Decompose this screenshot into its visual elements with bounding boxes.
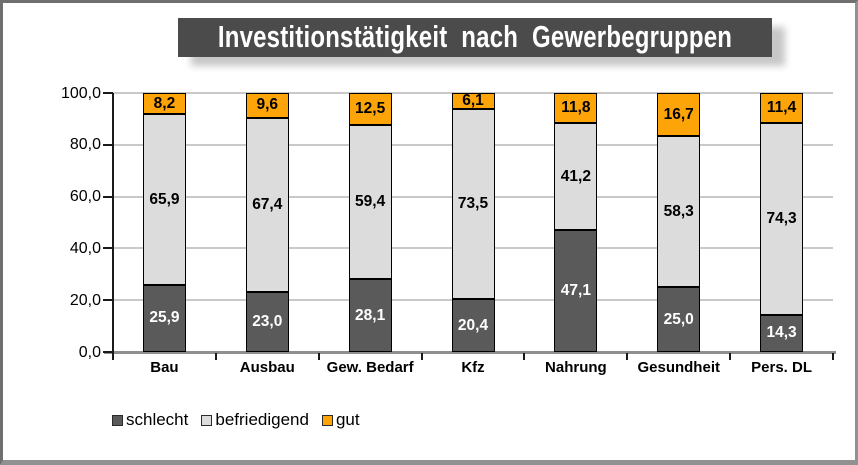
category-label: Kfz xyxy=(461,359,485,376)
bar-segment-gut: 8,2 xyxy=(142,93,186,115)
legend-label: schlecht xyxy=(126,410,189,429)
bar-segment-gut: 11,8 xyxy=(554,92,598,124)
bar-segment-gut: 9,6 xyxy=(245,93,289,118)
x-axis-tick-0 xyxy=(112,353,114,360)
bar-segment-schlecht: 28,1 xyxy=(348,279,392,352)
stacked-bar: 14,3 74,3 11,4 xyxy=(760,93,804,352)
plot-area: 25,9 65,9 8,2 23,0 67,4 9,6 28,1 59,4 12,5 20,4 73… xyxy=(103,92,836,360)
x-axis-tick-7 xyxy=(832,353,834,360)
bar-column-gew-bedarf: 28,1 59,4 12,5 xyxy=(319,93,422,352)
bar-column-bau: 25,9 65,9 8,2 xyxy=(113,93,216,352)
y-axis-tick-60 xyxy=(103,195,113,198)
bar-column-pers-dl: 14,3 74,3 11,4 xyxy=(730,93,833,352)
y-axis-tick-20 xyxy=(103,299,113,302)
y-axis-tick-label: 80,0 xyxy=(69,136,101,154)
stacked-bar: 47,1 41,2 11,8 xyxy=(554,92,598,352)
bar-column-kfz: 20,4 73,5 6,1 xyxy=(422,92,525,352)
stacked-bar: 28,1 59,4 12,5 xyxy=(348,93,392,352)
bar-segment-schlecht: 25,9 xyxy=(142,284,186,352)
bar-segment-befriedigend: 41,2 xyxy=(554,123,598,231)
x-axis-category-labels: Bau Ausbau Gew. Bedarf Kfz Nahrung Gesundheit… xyxy=(113,359,833,376)
legend-swatch-gut xyxy=(321,414,333,426)
legend-item-befriedigend: befriedigend xyxy=(201,410,309,430)
y-axis-tick-40 xyxy=(103,247,113,250)
y-axis-tick-80 xyxy=(103,143,113,146)
bar-segment-befriedigend: 74,3 xyxy=(760,122,804,315)
bar-segment-schlecht: 23,0 xyxy=(245,292,289,352)
bar-segment-gut: 16,7 xyxy=(657,93,701,137)
legend-item-schlecht: schlecht xyxy=(112,410,188,430)
x-axis-tick-2 xyxy=(317,353,320,360)
y-axis-tick-100 xyxy=(103,92,113,94)
x-axis-tick-5 xyxy=(626,353,629,360)
y-axis-tick-label: 40,0 xyxy=(69,239,101,257)
bar-segment-befriedigend: 65,9 xyxy=(142,114,186,285)
y-axis-tick-0 xyxy=(103,351,113,353)
stacked-bar: 25,0 58,3 16,7 xyxy=(657,93,701,352)
bar-segment-schlecht: 25,0 xyxy=(657,287,701,352)
bar-segment-gut: 6,1 xyxy=(451,92,495,109)
stacked-bar: 25,9 65,9 8,2 xyxy=(142,93,186,352)
bar-segment-schlecht: 14,3 xyxy=(760,314,804,352)
category-label: Ausbau xyxy=(239,359,295,376)
x-axis-tick-4 xyxy=(523,353,526,360)
stacked-bar: 20,4 73,5 6,1 xyxy=(451,92,495,352)
bar-segment-gut: 12,5 xyxy=(348,93,392,126)
chart-title: Investitionstätigkeit nach Gewerbegruppe… xyxy=(217,19,733,55)
category-label: Gesundheit xyxy=(637,359,720,376)
y-axis-tick-label: 100,0 xyxy=(60,84,101,102)
bar-segment-befriedigend: 58,3 xyxy=(657,136,701,288)
legend-label: befriedigend xyxy=(215,410,309,429)
legend-swatch-schlecht xyxy=(112,414,123,426)
bar-segment-gut: 11,4 xyxy=(760,93,804,123)
bar-column-ausbau: 23,0 67,4 9,6 xyxy=(216,93,319,352)
legend-item-gut: gut xyxy=(321,410,360,430)
x-axis-tick-6 xyxy=(729,353,732,360)
y-axis-labels: 0,0 20,0 40,0 60,0 80,0 100,0 xyxy=(23,85,101,361)
bar-segment-schlecht: 20,4 xyxy=(451,299,495,352)
bar-segment-befriedigend: 73,5 xyxy=(451,108,495,300)
y-axis-tick-label: 0,0 xyxy=(78,343,101,361)
legend-label: gut xyxy=(335,410,360,429)
bar-segment-schlecht: 47,1 xyxy=(554,230,598,352)
category-label: Gew. Bedarf xyxy=(326,359,414,376)
legend: schlecht befriedigend gut xyxy=(112,410,360,430)
category-label: Nahrung xyxy=(545,359,607,376)
y-axis-line xyxy=(112,93,114,359)
x-axis-tick-1 xyxy=(214,353,217,360)
bar-segment-befriedigend: 67,4 xyxy=(245,117,289,293)
legend-swatch-befriedigend xyxy=(201,414,213,426)
chart-title-box: Investitionstätigkeit nach Gewerbegruppe… xyxy=(178,18,772,57)
y-axis-tick-label: 60,0 xyxy=(69,188,101,206)
bar-segment-befriedigend: 59,4 xyxy=(348,125,392,280)
category-label: Pers. DL xyxy=(751,359,813,376)
bar-column-nahrung: 47,1 41,2 11,8 xyxy=(524,92,627,352)
columns: 25,9 65,9 8,2 23,0 67,4 9,6 28,1 59,4 12,5 20,4 73… xyxy=(113,92,833,352)
category-label: Bau xyxy=(150,359,179,376)
stacked-bar: 23,0 67,4 9,6 xyxy=(245,93,289,352)
x-axis-tick-3 xyxy=(420,353,423,360)
bar-column-gesundheit: 25,0 58,3 16,7 xyxy=(627,93,730,352)
gridline-100 xyxy=(113,92,833,94)
x-axis-line xyxy=(104,351,836,354)
y-axis-tick-label: 20,0 xyxy=(69,291,101,309)
